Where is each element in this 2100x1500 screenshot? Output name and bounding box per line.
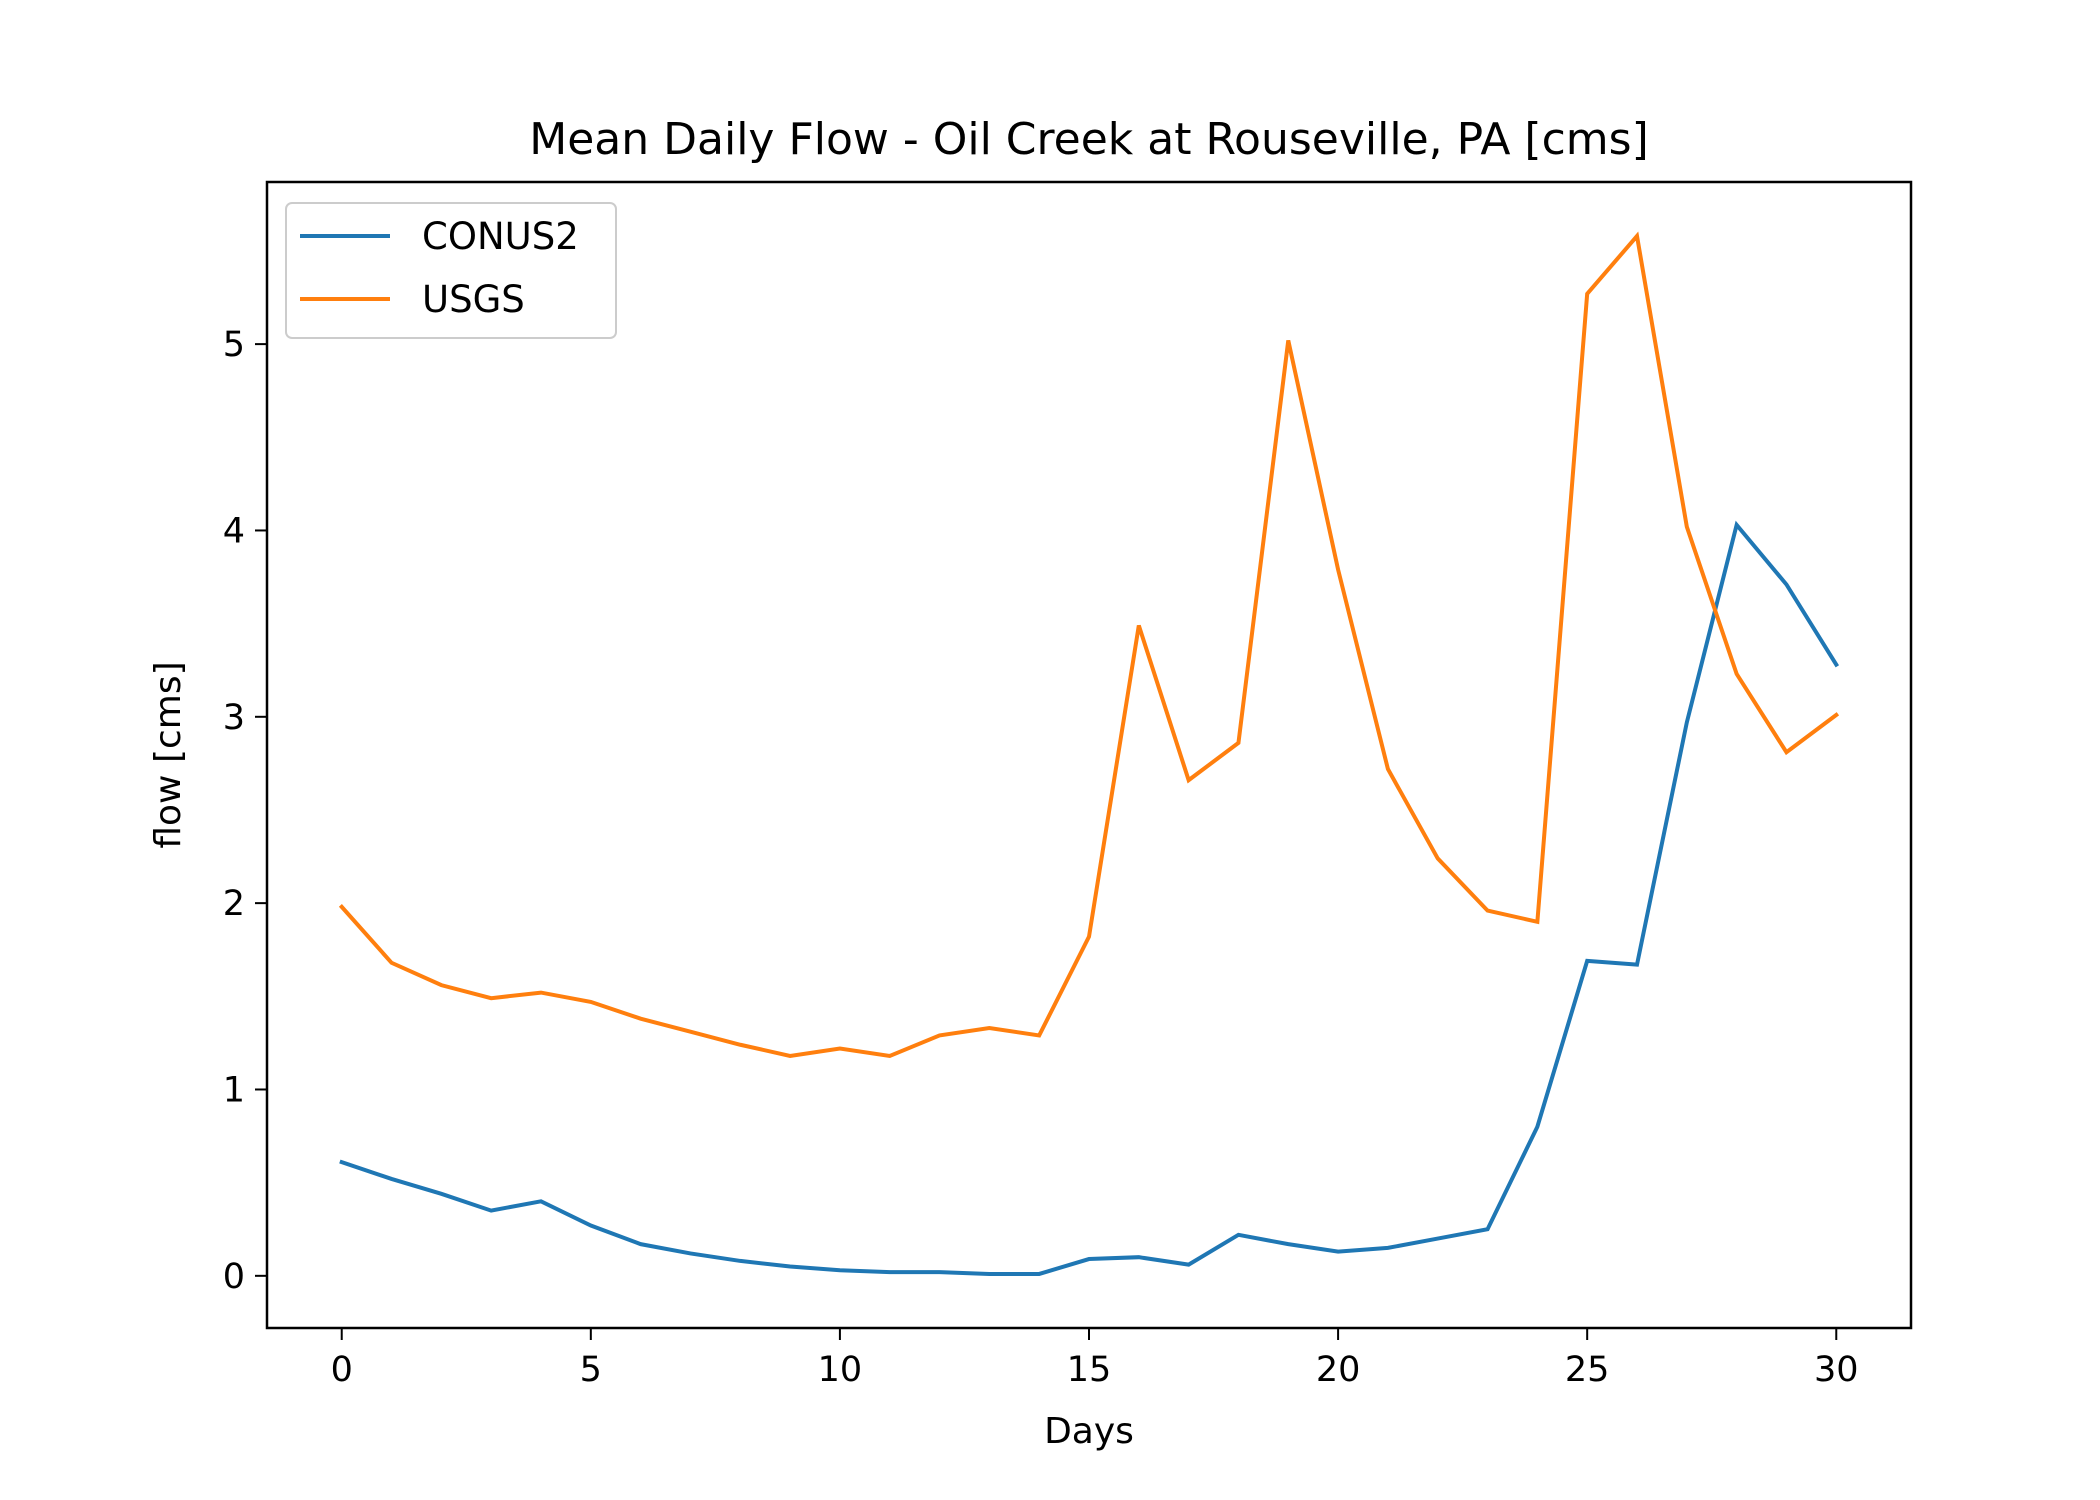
- x-tick-label: 30: [1814, 1350, 1859, 1390]
- legend-label-usgs: USGS: [422, 278, 525, 321]
- y-tick-label: 1: [223, 1070, 245, 1110]
- series-lines: [338, 231, 1840, 1276]
- legend: CONUS2 USGS: [285, 202, 617, 339]
- y-axis-label: flow [cms]: [148, 661, 189, 848]
- chart-title: Mean Daily Flow - Oil Creek at Rousevill…: [529, 114, 1648, 165]
- y-axis: 0 1 2 3 4 5: [223, 325, 267, 1297]
- x-tick-label: 5: [580, 1350, 602, 1390]
- x-axis-label: Days: [1044, 1411, 1134, 1452]
- legend-label-conus2: CONUS2: [422, 215, 579, 258]
- series-line-conus2: [339, 520, 1840, 1276]
- series-line-usgs: [338, 231, 1840, 1058]
- plot-frame: [265, 180, 1913, 1330]
- y-tick-label: 0: [223, 1257, 245, 1297]
- y-tick-label: 5: [223, 325, 245, 365]
- x-tick-label: 15: [1067, 1350, 1112, 1390]
- y-tick-label: 3: [223, 698, 245, 738]
- x-tick-label: 10: [818, 1350, 863, 1390]
- y-tick-label: 4: [223, 511, 245, 551]
- y-tick-label: 2: [223, 884, 245, 924]
- x-tick-label: 20: [1316, 1350, 1361, 1390]
- x-axis: 0 5 10 15 20 25 30: [331, 1328, 1859, 1390]
- x-tick-label: 25: [1565, 1350, 1610, 1390]
- x-tick-label: 0: [331, 1350, 353, 1390]
